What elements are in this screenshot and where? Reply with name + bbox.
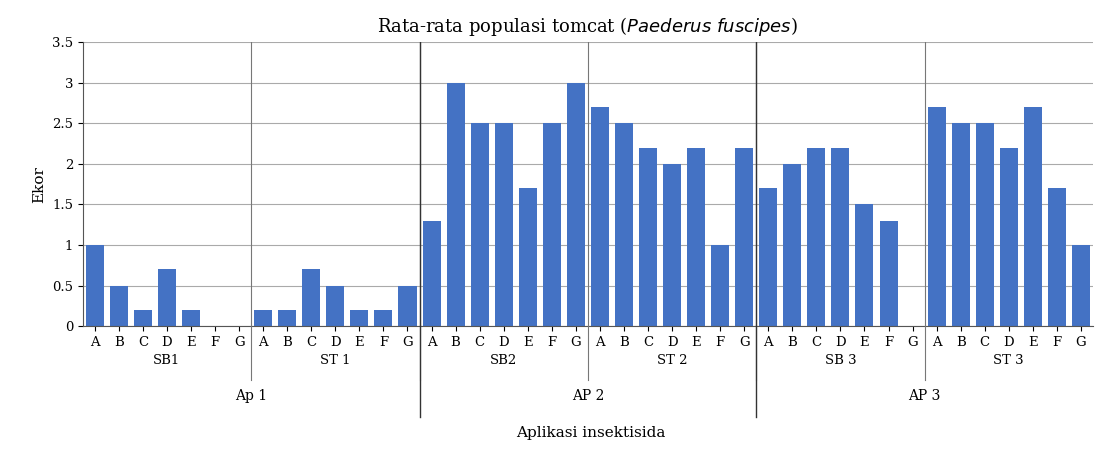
Bar [760,188,777,326]
Bar [639,148,657,326]
Bar [807,148,826,326]
Bar [1072,245,1090,326]
Text: AP 2: AP 2 [572,389,604,403]
Text: AP 3: AP 3 [909,389,941,403]
Bar [952,123,969,326]
Title: Rata-rata populasi tomcat ($\mathit{Paederus\ fuscipes}$): Rata-rata populasi tomcat ($\mathit{Paed… [378,15,798,38]
Text: ST 1: ST 1 [320,354,351,367]
Bar [374,310,392,326]
Bar [423,220,440,326]
Text: SB1: SB1 [153,354,181,367]
Text: SB2: SB2 [490,354,518,367]
Bar [976,123,994,326]
Bar [735,148,753,326]
Bar [254,310,273,326]
Bar [856,205,873,326]
Bar [447,82,465,326]
Bar [664,164,681,326]
Bar [711,245,729,326]
Bar [566,82,585,326]
Bar [927,107,946,326]
Bar [1023,107,1042,326]
Bar [591,107,609,326]
Bar [399,286,416,326]
Bar [687,148,705,326]
Bar [327,286,344,326]
Bar [495,123,512,326]
Bar [784,164,802,326]
Text: SB 3: SB 3 [825,354,857,367]
Bar [350,310,369,326]
Bar [1000,148,1018,326]
Bar [86,245,104,326]
Text: Ap 1: Ap 1 [235,389,267,403]
Bar [302,269,320,326]
Y-axis label: Ekor: Ekor [32,165,46,203]
Text: ST 3: ST 3 [994,354,1025,367]
Bar [615,123,633,326]
Bar [182,310,200,326]
Bar [134,310,152,326]
Bar [278,310,296,326]
Text: ST 2: ST 2 [657,354,688,367]
Bar [1048,188,1065,326]
Bar [470,123,489,326]
Bar [543,123,561,326]
Bar [519,188,537,326]
Bar [880,220,898,326]
Text: Aplikasi insektisida: Aplikasi insektisida [516,426,666,440]
Bar [831,148,849,326]
Bar [158,269,176,326]
Bar [110,286,128,326]
